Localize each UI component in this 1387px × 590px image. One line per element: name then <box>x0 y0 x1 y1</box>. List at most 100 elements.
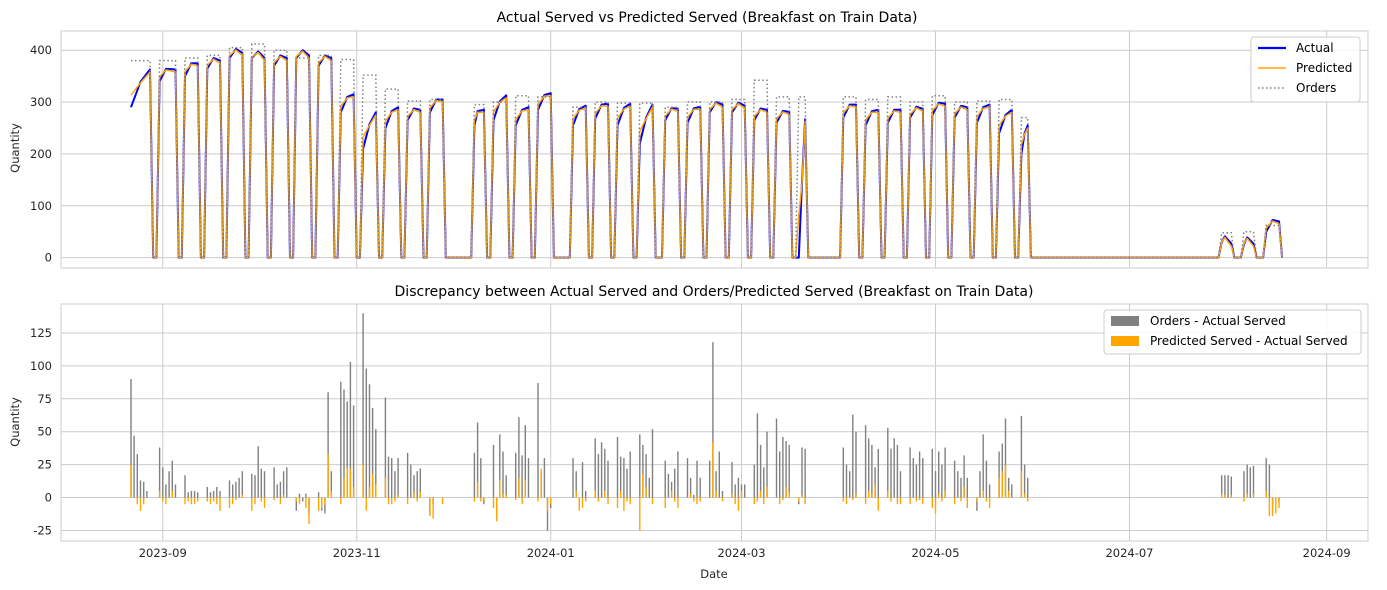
bar-orders-diff <box>165 484 167 498</box>
bar-predicted-diff <box>317 497 320 511</box>
bottom-x-tick-label: 2024-09 <box>1303 546 1351 560</box>
bar-predicted-diff <box>251 497 253 511</box>
bar-predicted-diff <box>740 491 743 498</box>
bar-predicted-diff <box>852 497 854 501</box>
bar-predicted-diff <box>953 497 956 505</box>
bar-predicted-diff <box>391 497 393 505</box>
bar-orders-diff <box>944 447 946 498</box>
bar-predicted-diff <box>432 497 434 519</box>
bar-predicted-diff <box>540 468 542 498</box>
bar-orders-diff <box>346 401 348 498</box>
bar-predicted-diff <box>162 497 164 502</box>
bar-orders-diff <box>763 467 765 498</box>
bar-orders-diff <box>171 460 173 498</box>
bar-orders-diff <box>639 434 641 498</box>
bar-predicted-diff <box>419 492 421 498</box>
bar-orders-diff <box>232 484 234 498</box>
bar-predicted-diff <box>721 497 724 502</box>
bar-predicted-diff <box>343 477 345 498</box>
legend-orders-diff-label: Orders - Actual Served <box>1150 314 1286 328</box>
bar-predicted-diff <box>473 497 476 502</box>
bar-orders-diff <box>963 455 965 498</box>
bottom-y-tick-label: -25 <box>33 523 52 537</box>
bar-orders-diff <box>953 460 956 498</box>
bar-orders-diff <box>362 313 364 498</box>
bar-predicted-diff <box>963 487 965 498</box>
bar-orders-diff <box>521 455 523 498</box>
bar-predicted-diff <box>915 497 918 502</box>
top-legend-box <box>1250 36 1361 103</box>
bar-orders-diff <box>216 487 218 498</box>
bar-predicted-diff <box>782 497 784 501</box>
bar-orders-diff <box>712 342 714 498</box>
bar-predicted-diff <box>581 497 584 509</box>
bar-orders-diff <box>515 452 517 498</box>
bar-orders-diff <box>915 464 918 498</box>
bar-orders-diff <box>1249 467 1251 498</box>
bottom-x-tick-label: 2024-07 <box>1105 546 1153 560</box>
bar-predicted-diff <box>206 497 208 502</box>
bar-predicted-diff <box>346 467 348 498</box>
bar-orders-diff <box>349 361 352 498</box>
bar-orders-diff <box>387 456 390 498</box>
bar-predicted-diff <box>855 493 857 498</box>
bar-predicted-diff <box>480 497 482 502</box>
bar-predicted-diff <box>699 497 701 502</box>
bar-predicted-diff <box>241 494 243 498</box>
bar-predicted-diff <box>273 497 275 501</box>
bar-orders-diff <box>985 460 988 498</box>
bar-predicted-diff <box>321 497 323 509</box>
bar-predicted-diff <box>308 497 310 524</box>
bar-orders-diff <box>143 481 145 498</box>
bar-predicted-diff <box>219 497 221 511</box>
bar-predicted-diff <box>1023 493 1026 498</box>
bar-predicted-diff <box>934 497 937 514</box>
bar-orders-diff <box>419 468 421 498</box>
bottom-y-tick-label: 100 <box>30 359 52 373</box>
bottom-x-tick-label: 2024-01 <box>527 546 575 560</box>
bar-predicted-diff <box>763 497 765 505</box>
bar-orders-diff <box>626 468 628 498</box>
bottom-x-tick-label: 2023-09 <box>139 546 187 560</box>
bar-orders-diff <box>1001 443 1003 498</box>
bar-orders-diff <box>594 438 596 498</box>
top-series-lines <box>130 43 1284 259</box>
bar-orders-diff <box>375 429 377 498</box>
bar-orders-diff <box>384 397 387 498</box>
bar-orders-diff <box>998 451 1000 498</box>
bar-orders-diff <box>133 435 135 498</box>
bar-orders-diff <box>352 405 355 498</box>
bar-orders-diff <box>1027 477 1029 498</box>
bar-orders-diff <box>302 497 304 502</box>
bar-orders-diff <box>890 448 892 498</box>
bar-orders-diff <box>212 491 215 498</box>
bottom-x-tick-label: 2023-11 <box>333 546 381 560</box>
bar-orders-diff <box>575 471 577 498</box>
bar-orders-diff <box>642 444 644 498</box>
bottom-y-tick-label: 50 <box>37 425 52 439</box>
bottom-legend: Orders - Actual Served Predicted Served … <box>1103 309 1362 355</box>
bottom-x-ticks: 2023-09 2023-11 2024-01 2024-03 2024-05 2024-… <box>139 546 1351 560</box>
bar-orders-diff <box>368 384 371 498</box>
bar-orders-diff <box>197 492 199 498</box>
bar-predicted-diff <box>804 497 806 505</box>
bar-orders-diff <box>1221 475 1223 498</box>
bar-predicted-diff <box>712 442 714 498</box>
bar-orders-diff <box>674 468 676 498</box>
bar-orders-diff <box>871 444 873 498</box>
bar-predicted-diff <box>492 497 495 509</box>
top-y-tick-label: 400 <box>30 43 52 57</box>
bar-orders-diff <box>852 414 854 498</box>
top-legend: Actual Predicted Orders <box>1250 36 1361 103</box>
bar-orders-diff <box>537 383 539 498</box>
bar-orders-diff <box>620 456 622 498</box>
bar-predicted-diff <box>190 497 193 505</box>
bar-predicted-diff <box>597 497 600 502</box>
bar-orders-diff <box>343 389 345 498</box>
bar-predicted-diff <box>416 497 418 502</box>
bar-predicted-diff <box>976 497 978 502</box>
bar-predicted-diff <box>136 497 138 505</box>
bar-predicted-diff <box>689 493 692 498</box>
bar-orders-diff <box>524 425 526 498</box>
bar-orders-diff <box>979 471 981 498</box>
